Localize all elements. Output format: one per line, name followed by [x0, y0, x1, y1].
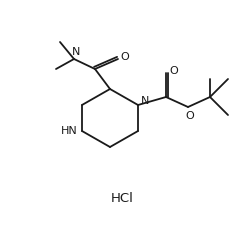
Text: O: O: [170, 66, 178, 76]
Text: HN: HN: [60, 126, 78, 136]
Text: O: O: [186, 111, 194, 121]
Text: N: N: [72, 47, 80, 57]
Text: N: N: [141, 96, 149, 106]
Text: HCl: HCl: [110, 192, 134, 205]
Text: O: O: [120, 52, 130, 62]
